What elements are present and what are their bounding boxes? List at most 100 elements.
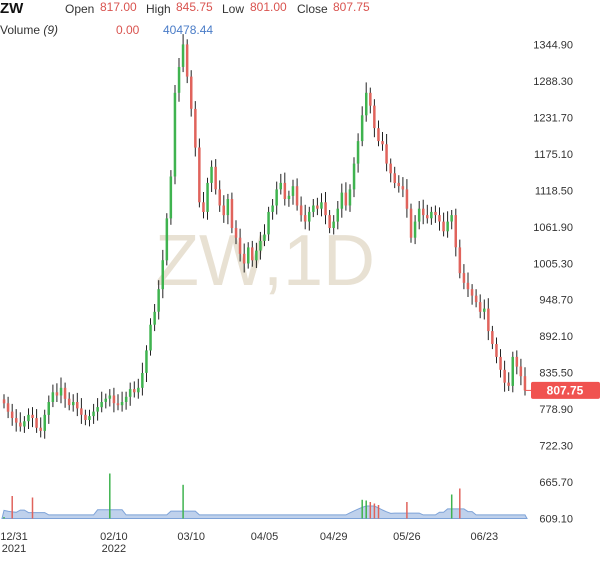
candle xyxy=(320,193,323,217)
candle xyxy=(137,378,140,399)
candle-body xyxy=(495,344,498,357)
candle xyxy=(185,39,189,84)
candle-body xyxy=(275,189,278,206)
candle xyxy=(438,207,441,231)
candle-body xyxy=(474,295,478,303)
candle-body xyxy=(226,199,230,216)
y-tick-label: 892.10 xyxy=(539,331,573,343)
y-tick-label: 1118.50 xyxy=(535,185,573,197)
candle-body xyxy=(434,211,437,216)
x-tick-label: 05/26 xyxy=(393,531,421,543)
candle-body xyxy=(84,414,87,420)
candle-body xyxy=(409,208,413,238)
candle-body xyxy=(352,163,356,190)
candle-body xyxy=(483,308,486,312)
candle xyxy=(226,193,230,225)
candle xyxy=(214,159,217,195)
candle xyxy=(312,199,315,218)
candle xyxy=(381,132,384,151)
candle xyxy=(120,391,124,412)
candle xyxy=(190,70,193,117)
candle xyxy=(104,393,107,409)
candle xyxy=(43,409,46,439)
candle xyxy=(141,362,144,396)
candle xyxy=(413,215,417,245)
candle-body xyxy=(120,402,124,406)
candle-body xyxy=(210,166,213,183)
candle xyxy=(422,199,425,225)
candle xyxy=(267,206,270,241)
candle xyxy=(474,289,478,308)
candle xyxy=(401,177,405,198)
high-label: High xyxy=(146,2,171,16)
candle-body xyxy=(157,289,160,312)
symbol-label: ZW xyxy=(0,0,24,17)
volume-value-2: 40478.44 xyxy=(163,23,214,37)
candle-body xyxy=(422,208,425,216)
candle-body xyxy=(519,366,523,377)
candle-body xyxy=(255,250,258,261)
candle xyxy=(369,87,372,114)
candle-body xyxy=(108,395,112,399)
candle-body xyxy=(377,128,380,142)
y-tick-label: 778.90 xyxy=(539,404,573,416)
candle-body xyxy=(369,92,372,106)
candle xyxy=(173,85,177,185)
candle xyxy=(340,183,344,218)
candle-body xyxy=(466,282,470,290)
candle xyxy=(6,396,10,419)
candle xyxy=(271,199,274,220)
candle-body xyxy=(385,144,388,164)
candle xyxy=(145,345,148,382)
low-value: 801.00 xyxy=(250,0,287,14)
candle-body xyxy=(397,182,400,187)
candle xyxy=(430,206,433,225)
candle xyxy=(442,212,445,237)
volume-label: Volume (9) xyxy=(0,23,58,37)
candle xyxy=(153,304,156,332)
volume-label-text: Volume xyxy=(0,23,41,37)
candle-body xyxy=(271,205,274,212)
candle-body xyxy=(478,302,482,312)
candle xyxy=(112,387,116,413)
candle-body xyxy=(259,240,262,251)
y-tick-label: 1231.70 xyxy=(533,112,573,124)
candle xyxy=(303,204,307,230)
candle-body xyxy=(507,382,510,386)
candle-body xyxy=(181,44,185,67)
candle-body xyxy=(413,221,417,238)
y-axis: 1344.90 1288.30 1231.70 1175.10 1118.50 1061.… xyxy=(533,40,573,526)
candle xyxy=(507,372,510,391)
y-tick-label: 1288.30 xyxy=(533,76,573,88)
candle xyxy=(336,201,339,230)
candle xyxy=(515,350,519,375)
candle-body xyxy=(251,247,254,261)
candle-body xyxy=(124,396,128,402)
last-price-tag-label: 807.75 xyxy=(547,383,584,397)
candle xyxy=(295,178,299,211)
candle-body xyxy=(198,147,201,203)
candle xyxy=(230,192,234,234)
x-tick-label: 04/29 xyxy=(320,531,348,543)
candle xyxy=(133,381,136,398)
candle xyxy=(499,349,502,378)
candle xyxy=(128,382,132,406)
candle xyxy=(434,205,437,223)
candle xyxy=(324,192,327,225)
candle-body xyxy=(230,199,234,228)
candle-body xyxy=(450,215,453,222)
open-value: 817.00 xyxy=(100,0,137,14)
volume-area xyxy=(1,505,528,519)
candle-body xyxy=(332,221,335,228)
candle-body xyxy=(39,427,42,431)
candle xyxy=(389,158,392,183)
candle xyxy=(417,201,421,230)
candle-body xyxy=(426,215,429,219)
y-tick-label: 948.70 xyxy=(539,295,573,307)
candle-body xyxy=(128,389,132,397)
candle-body xyxy=(194,108,197,148)
y-tick-label: 835.50 xyxy=(539,368,573,380)
candle-body xyxy=(169,176,173,219)
